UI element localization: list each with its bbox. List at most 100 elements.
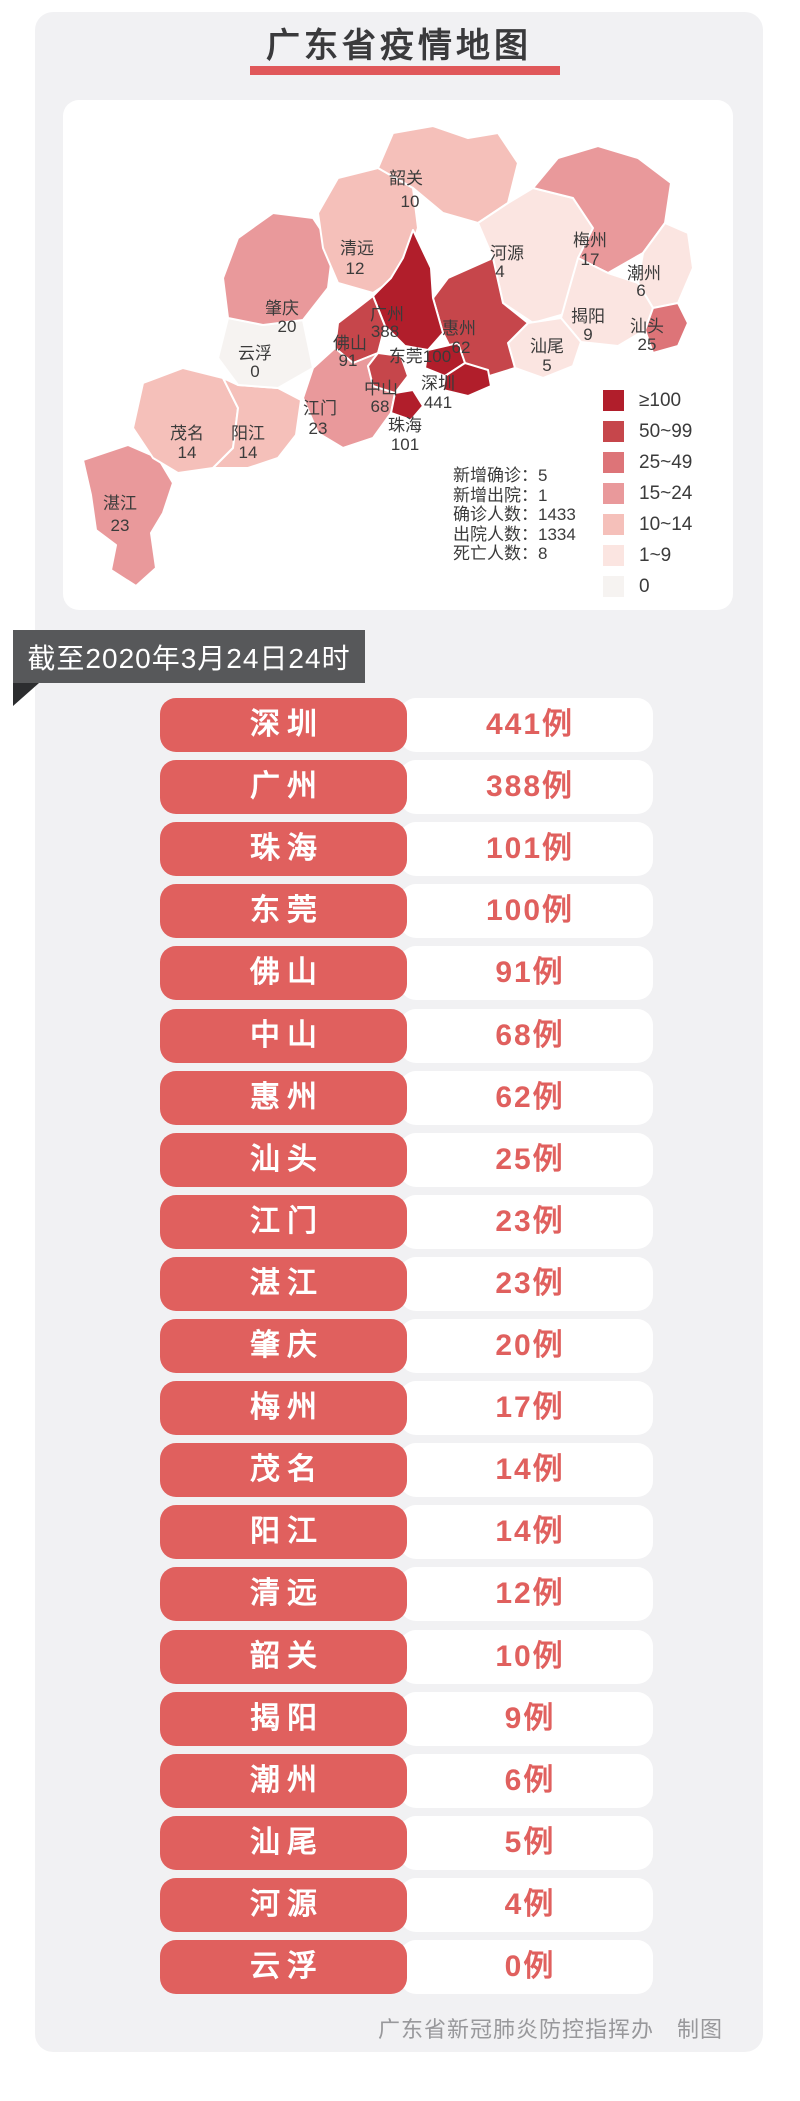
- legend-label: 0: [639, 575, 650, 597]
- region-value: 25: [638, 335, 657, 354]
- region-shaoguan-shape: [377, 125, 519, 224]
- city-name: 中山: [250, 1019, 324, 1052]
- count-pill: [400, 760, 653, 814]
- region-jieyang-shape: [560, 257, 654, 347]
- city-pill: [160, 1505, 407, 1559]
- count-pill: [400, 1133, 653, 1187]
- city-pill: [160, 884, 407, 938]
- city-name: 阳江: [250, 1515, 324, 1548]
- count-pill: [400, 884, 653, 938]
- city-name: 汕头: [250, 1143, 324, 1176]
- region-value: 17: [581, 250, 600, 269]
- list-item: 湛江 23例: [160, 1257, 653, 1311]
- map-card: 韶关 10 清远 12 河源 4 梅州 17 潮州 6 汕头 25 揭阳 9 汕尾 5 惠州 62 广州 388 东莞1…: [63, 100, 733, 610]
- region-label: 深圳: [421, 374, 455, 393]
- legend-label: 1~9: [639, 544, 672, 566]
- list-item: 茂名 14例: [160, 1443, 653, 1497]
- legend-row: 0: [603, 571, 692, 602]
- city-pill: [160, 1567, 407, 1621]
- date-banner: 截至2020年3月24日24时: [13, 630, 365, 683]
- count-value: 441例: [485, 708, 575, 741]
- count-value: 14例: [495, 1515, 565, 1548]
- region-label: 广州: [370, 305, 404, 324]
- count-value: 10例: [495, 1640, 565, 1673]
- count-value: 100例: [485, 894, 575, 927]
- region-value: 441: [424, 393, 452, 412]
- region-value: 9: [583, 325, 592, 344]
- region-value: 4: [495, 262, 504, 281]
- city-name: 肇庆: [250, 1329, 324, 1362]
- region-label: 中山: [364, 379, 398, 398]
- count-pill: [400, 1692, 653, 1746]
- legend-label: 50~99: [639, 420, 693, 442]
- region-value: 101: [391, 435, 419, 454]
- credit-footer: 广东省新冠肺炎防控指挥办 制图: [377, 2017, 723, 2042]
- city-pill: [160, 1319, 407, 1373]
- title-underline: [250, 66, 560, 75]
- count-pill: [400, 1381, 653, 1435]
- count-value: 4例: [504, 1888, 556, 1921]
- list-item: 东莞 100例: [160, 884, 653, 938]
- region-value: 0: [250, 362, 259, 381]
- city-name: 江门: [250, 1205, 324, 1238]
- list-item: 云浮 0例: [160, 1940, 653, 1994]
- city-pill: [160, 1692, 407, 1746]
- count-value: 101例: [485, 832, 575, 865]
- region-zhaoqing-shape: [222, 212, 334, 326]
- legend-row: 1~9: [603, 540, 692, 571]
- count-value: 62例: [495, 1081, 565, 1114]
- region-shantou-shape: [644, 302, 689, 354]
- region-label: 河源: [490, 244, 524, 263]
- region-value: 12: [346, 259, 365, 278]
- city-pill: [160, 946, 407, 1000]
- stat-line: 新增确诊：5: [453, 466, 548, 485]
- stat-line: 死亡人数：8: [453, 544, 548, 564]
- region-label: 佛山: [333, 334, 367, 353]
- list-item: 深圳 441例: [160, 698, 653, 752]
- list-item: 韶关 10例: [160, 1630, 653, 1684]
- legend-swatch: [603, 483, 624, 504]
- list-item: 阳江 14例: [160, 1505, 653, 1559]
- city-name: 清远: [250, 1577, 324, 1610]
- region-value: 10: [401, 192, 420, 211]
- region-label: 揭阳: [571, 307, 605, 326]
- count-pill: [400, 1257, 653, 1311]
- list-item: 惠州 62例: [160, 1071, 653, 1125]
- region-value: 23: [111, 516, 130, 535]
- legend-swatch: [603, 390, 624, 411]
- count-value: 14例: [495, 1453, 565, 1486]
- city-name: 云浮: [250, 1950, 324, 1983]
- stat-line: 出院人数：1334: [453, 524, 576, 544]
- count-pill: [400, 1754, 653, 1808]
- map-legend: ≥100 50~99 25~49 15~24 10~14 1~9 0: [603, 385, 692, 602]
- city-pill: [160, 1071, 407, 1125]
- count-value: 91例: [495, 956, 565, 989]
- count-pill: [400, 1630, 653, 1684]
- city-pill: [160, 1133, 407, 1187]
- city-pill: [160, 760, 407, 814]
- legend-row: 50~99: [603, 416, 692, 447]
- count-value: 0例: [504, 1950, 556, 1983]
- count-value: 25例: [495, 1143, 565, 1176]
- region-label: 清远: [340, 239, 374, 258]
- city-pill: [160, 1754, 407, 1808]
- region-label: 云浮: [238, 344, 272, 363]
- region-value: 6: [636, 281, 645, 300]
- region-label: 江门: [303, 399, 337, 418]
- count-pill: [400, 1940, 653, 1994]
- count-value: 12例: [495, 1577, 565, 1610]
- legend-row: 10~14: [603, 509, 692, 540]
- region-shenzhen-shape: [442, 362, 492, 397]
- list-item: 清远 12例: [160, 1567, 653, 1621]
- legend-label: 25~49: [639, 451, 693, 473]
- city-pill: [160, 1816, 407, 1870]
- count-value: 9例: [504, 1702, 556, 1735]
- count-pill: [400, 946, 653, 1000]
- city-pill: [160, 1443, 407, 1497]
- city-name: 揭阳: [250, 1702, 324, 1735]
- count-value: 23例: [495, 1267, 565, 1300]
- legend-row: 15~24: [603, 478, 692, 509]
- list-item: 汕尾 5例: [160, 1816, 653, 1870]
- count-value: 5例: [504, 1826, 556, 1859]
